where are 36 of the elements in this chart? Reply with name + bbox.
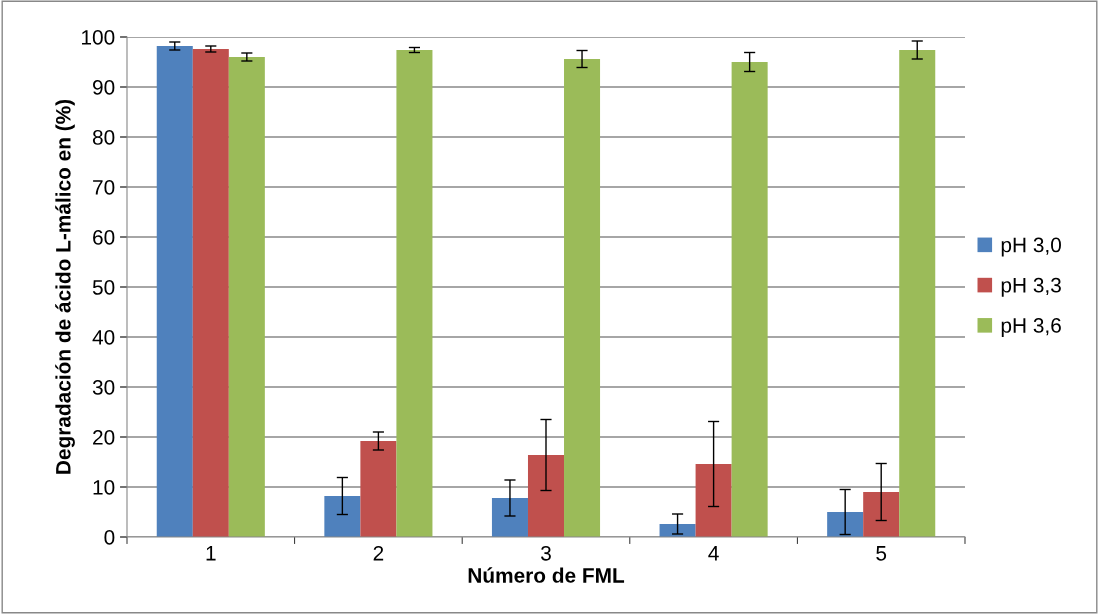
- bar: [863, 492, 900, 537]
- y-tick-label: 90: [93, 80, 115, 95]
- y-tick-label: 30: [92, 380, 115, 395]
- bar: [491, 498, 528, 537]
- y-tick-label: 80: [92, 130, 115, 145]
- x-tick-label: 3: [541, 545, 551, 561]
- bar: [360, 441, 397, 537]
- bar: [899, 50, 936, 537]
- legend-label: pH 3,3: [1001, 277, 1061, 297]
- bar: [192, 49, 229, 537]
- bar: [156, 46, 193, 537]
- bar: [228, 57, 265, 537]
- legend-label: pH 3,0: [1001, 237, 1061, 257]
- x-tick-label: 4: [708, 546, 719, 561]
- y-tick-label: 0: [104, 530, 115, 545]
- x-axis-title: Número de FML: [468, 567, 625, 583]
- x-tick-label: 5: [876, 546, 887, 561]
- y-tick-label: 40: [92, 330, 115, 345]
- bar: [527, 455, 565, 537]
- y-tick-label: 50: [92, 280, 115, 295]
- y-axis-title: Degradación de ácido L-málico en (%): [55, 99, 75, 474]
- y-tick-label: 20: [93, 430, 115, 445]
- legend-label: pH 3,6: [1001, 318, 1061, 337]
- y-tick-label: 60: [93, 230, 115, 245]
- bar: [731, 62, 768, 537]
- bar: [659, 524, 696, 537]
- bar: [564, 59, 601, 537]
- bar: [695, 464, 732, 537]
- bar: [324, 496, 361, 537]
- bar: [827, 512, 864, 537]
- bar: [396, 50, 433, 537]
- x-tick-label: 1: [206, 546, 216, 561]
- x-tick-label: 2: [373, 545, 384, 561]
- y-tick-label: 100: [82, 30, 115, 45]
- y-tick-label: 10: [93, 480, 115, 495]
- y-tick-label: 70: [93, 180, 115, 195]
